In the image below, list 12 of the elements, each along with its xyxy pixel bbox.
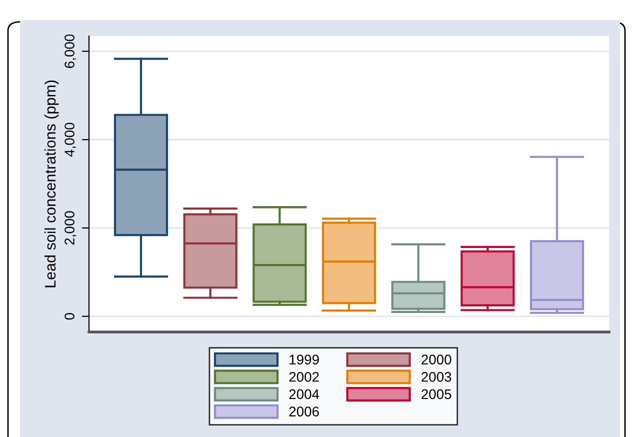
legend-label: 2004 — [289, 389, 320, 400]
legend-label: 2002 — [289, 372, 319, 382]
legend-label: 2000 — [422, 354, 452, 364]
legend-label: 2005 — [422, 389, 452, 400]
legend-label: 2003 — [422, 372, 452, 382]
y-axis-title: Lead soil concentrations (ppm) — [44, 80, 59, 288]
y-tick-label: 2,000 — [64, 211, 76, 245]
legend-label: 1999 — [290, 354, 319, 364]
y-tick-label: 6,000 — [64, 34, 76, 68]
legend-label: 2006 — [289, 406, 319, 416]
y-tick-label: 0 — [64, 313, 74, 320]
y-tick-label: 4,000 — [64, 122, 76, 157]
